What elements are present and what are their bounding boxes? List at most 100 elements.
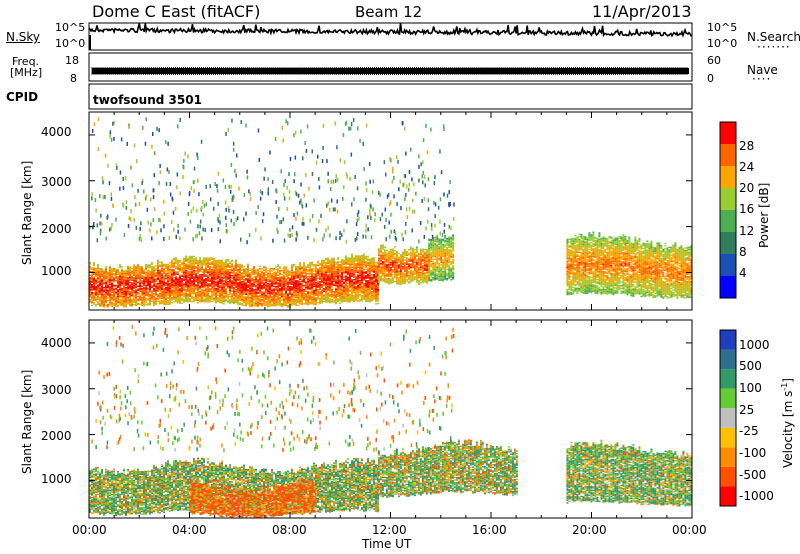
power-cell [221, 262, 223, 264]
power-cell [271, 276, 273, 279]
power-cell [173, 296, 175, 298]
power-cell [428, 264, 431, 266]
power-cell [257, 268, 259, 270]
power-cell [341, 265, 343, 267]
power-cell [119, 279, 121, 282]
power-cell [269, 298, 271, 301]
power-cell [187, 274, 189, 276]
power-cell [173, 261, 175, 263]
power-cell [377, 267, 380, 269]
power-cell [327, 279, 329, 281]
power-cell [187, 280, 189, 282]
power-cell [251, 289, 253, 291]
power-cell [353, 272, 355, 275]
power-cell [155, 300, 157, 302]
power-cell [109, 297, 111, 300]
noise-panel-frame [88, 22, 693, 51]
power-cell [143, 280, 145, 283]
power-cell [397, 280, 400, 283]
power-cell [233, 280, 235, 283]
power-cell [109, 294, 111, 296]
power-cell [309, 281, 311, 283]
power-cell [413, 256, 416, 259]
power-cell [89, 295, 91, 297]
power-cell [325, 279, 327, 281]
power-cell [381, 266, 384, 268]
power-cell [223, 289, 225, 291]
power-cell [423, 269, 426, 271]
power-cell [403, 269, 406, 272]
power-cell [269, 296, 271, 298]
power-cell [195, 279, 197, 281]
power-cell [183, 293, 185, 295]
power-cell [363, 283, 365, 285]
power-cell [339, 284, 341, 286]
power-cell [341, 291, 343, 293]
power-cell [135, 304, 137, 306]
power-cell [265, 278, 267, 280]
power-cell [229, 262, 231, 264]
power-cell [345, 270, 347, 273]
power-cell [397, 252, 400, 254]
power-cell [309, 263, 311, 265]
power-cell [349, 278, 351, 280]
power-cell [373, 267, 375, 269]
power-cell [379, 278, 382, 280]
power-cell [105, 271, 107, 273]
power-cell [357, 259, 359, 261]
power-cell [365, 263, 367, 265]
power-cell [109, 301, 111, 304]
power-cell [369, 292, 371, 294]
power-cell [401, 259, 404, 261]
power-cell [307, 273, 309, 275]
power-cell [279, 280, 281, 282]
power-cell [359, 290, 361, 292]
power-cell [309, 264, 311, 266]
power-cell [347, 268, 349, 271]
power-cell [319, 282, 321, 284]
power-cell [113, 269, 115, 271]
power-cell [395, 266, 398, 268]
power-cell [235, 268, 237, 270]
power-cell [223, 274, 225, 277]
power-cell [133, 283, 135, 285]
power-cell [379, 248, 382, 250]
power-cell [131, 268, 133, 270]
power-cell [293, 276, 295, 278]
power-cell [119, 288, 121, 291]
power-cell [327, 271, 329, 274]
power-cell [339, 297, 341, 299]
power-cell [267, 273, 269, 276]
power-cell [393, 262, 396, 265]
power-cell [127, 283, 129, 286]
power-cell [337, 284, 339, 286]
power-cell [93, 268, 95, 270]
power-cell [385, 253, 388, 256]
power-cell [409, 274, 412, 277]
power-cell [361, 271, 363, 274]
power-cell [121, 271, 123, 273]
power-cell [141, 287, 143, 290]
power-cell [387, 260, 390, 262]
power-cell [217, 268, 219, 271]
power-cell [421, 255, 424, 257]
power-cell [179, 265, 181, 267]
power-cell [297, 276, 299, 278]
power-cell [187, 263, 189, 266]
power-cell [295, 292, 297, 295]
power-cell [103, 294, 105, 297]
power-cell [379, 276, 382, 279]
power-cell [385, 278, 388, 280]
power-cell [371, 291, 373, 293]
power-cell [293, 285, 295, 287]
power-cell [157, 275, 159, 277]
power-cell [105, 267, 107, 269]
power-cell [195, 286, 197, 289]
power-cell [255, 301, 257, 303]
power-cell [283, 269, 285, 271]
power-cell [157, 271, 159, 273]
power-cell [133, 278, 135, 280]
power-cell [173, 291, 175, 293]
power-cell [207, 266, 209, 268]
power-cell [377, 292, 379, 294]
